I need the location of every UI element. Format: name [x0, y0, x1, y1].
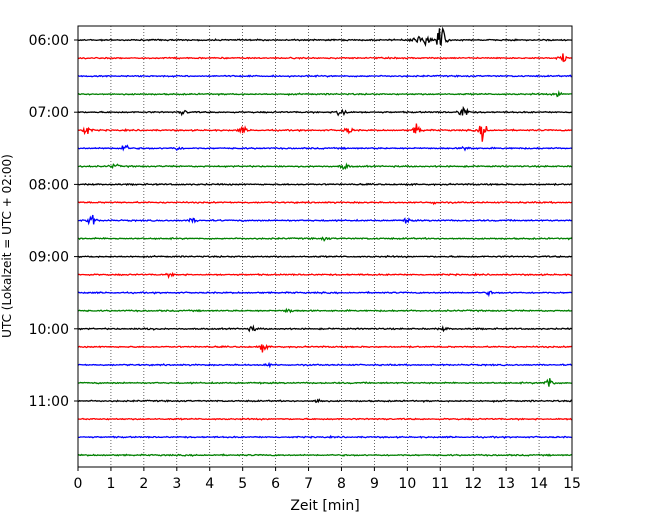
y-tick-label: 07:00	[29, 105, 69, 121]
y-axis-ticks: 06:00 07:00 08:00 09:00 10:00 11:00	[29, 33, 78, 410]
x-tick-label: 15	[563, 476, 581, 492]
trace-0700	[77, 105, 573, 117]
x-tick-label: 8	[337, 476, 346, 492]
trace-0830	[77, 214, 573, 226]
x-tick-label: 0	[74, 476, 83, 492]
x-axis-label: Zeit [min]	[290, 498, 359, 514]
y-tick-label: 08:00	[29, 177, 69, 193]
x-tick-label: 10	[398, 476, 416, 492]
x-tick-label: 4	[205, 476, 214, 492]
y-tick-label: 09:00	[29, 250, 69, 266]
x-tick-label: 13	[497, 476, 515, 492]
trace-0945	[77, 307, 573, 314]
x-tick-label: 3	[172, 476, 181, 492]
trace-1130	[77, 434, 573, 439]
trace-0800	[77, 182, 573, 187]
trace-1115	[77, 417, 573, 421]
trace-0930	[77, 290, 573, 298]
y-tick-label: 10:00	[29, 322, 69, 338]
trace-1145	[77, 453, 573, 457]
x-tick-label: 1	[106, 476, 115, 492]
x-tick-label: 5	[238, 476, 247, 492]
trace-0845	[77, 236, 573, 242]
trace-0715	[77, 123, 573, 142]
plot-frame	[77, 25, 573, 468]
trace-0915	[77, 271, 573, 280]
trace-0815	[77, 200, 573, 206]
trace-0615	[77, 53, 573, 63]
x-tick-label: 9	[370, 476, 379, 492]
trace-0900	[77, 254, 573, 259]
y-axis-label: UTC (Lokalzeit = UTC + 02:00)	[0, 154, 14, 338]
trace-0745	[77, 162, 573, 171]
seismic-traces	[77, 26, 573, 457]
x-axis-ticks: 0 1 2 3 4 5 6 7 8 9 10 11 12 13 14 15	[74, 467, 581, 492]
trace-1015	[77, 343, 573, 353]
trace-1100	[77, 398, 573, 404]
trace-0645	[77, 89, 573, 98]
x-tick-label: 6	[271, 476, 280, 492]
trace-0730	[77, 144, 573, 152]
x-tick-label: 7	[304, 476, 313, 492]
y-tick-label: 06:00	[29, 33, 69, 49]
x-tick-label: 2	[139, 476, 148, 492]
y-tick-label: 11:00	[29, 394, 69, 410]
trace-0600	[77, 26, 573, 48]
trace-1000	[77, 324, 573, 333]
x-tick-label: 12	[464, 476, 482, 492]
trace-1045	[77, 378, 573, 387]
x-tick-label: 11	[431, 476, 449, 492]
x-tick-label: 14	[530, 476, 548, 492]
trace-1030	[77, 361, 573, 369]
trace-0630	[77, 74, 573, 78]
